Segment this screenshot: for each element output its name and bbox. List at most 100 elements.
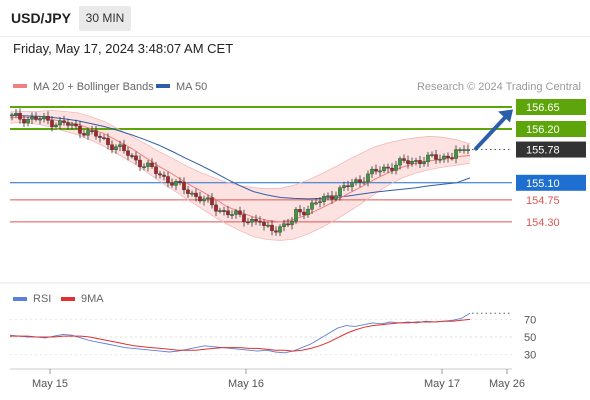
candle-up xyxy=(10,114,14,117)
candle-down xyxy=(110,144,114,150)
candle-up xyxy=(342,185,346,188)
chart-datetime: Friday, May 17, 2024 3:48:07 AM CET xyxy=(13,41,234,56)
rsi-tick-label: 70 xyxy=(524,314,536,326)
candle-up xyxy=(58,120,62,126)
candle-up xyxy=(338,187,342,196)
rsi-layer: 70 50 30 xyxy=(9,312,536,362)
candle-down xyxy=(418,160,422,164)
x-tick-label: May 15 xyxy=(32,378,68,390)
candle-down xyxy=(66,122,70,126)
candle-down xyxy=(246,221,250,224)
projection-arrow xyxy=(474,113,509,151)
candle-up xyxy=(350,182,354,187)
resistance-level-tag xyxy=(516,99,586,115)
candle-up xyxy=(26,118,30,124)
candle-up xyxy=(174,181,178,186)
candle-down xyxy=(358,179,362,183)
candle-down xyxy=(150,162,154,167)
rsi-line xyxy=(9,312,471,354)
candle-down xyxy=(298,209,302,213)
rsi-ma-legend-swatch xyxy=(61,297,75,301)
rsi-legend-label: RSI xyxy=(33,293,51,305)
candle-down xyxy=(450,157,454,160)
candle-down xyxy=(22,118,26,124)
candle-down xyxy=(122,144,126,151)
candle-up xyxy=(362,181,366,184)
candle-down xyxy=(262,222,266,226)
ma20-legend-label: MA 20 + Bollinger Bands xyxy=(33,81,154,93)
candle-up xyxy=(382,166,386,172)
candle-down xyxy=(62,120,66,123)
candle-up xyxy=(398,158,402,166)
candle-up xyxy=(30,116,34,120)
candle-up xyxy=(218,210,222,212)
candle-down xyxy=(286,223,290,226)
candle-up xyxy=(114,146,118,150)
credit-label: Research © 2024 Trading Central xyxy=(417,81,581,93)
candle-down xyxy=(126,150,130,156)
ma50-legend-label: MA 50 xyxy=(176,81,207,93)
ma50-legend-swatch xyxy=(156,84,170,88)
legend-rsi: RSI 9MA xyxy=(13,293,104,305)
legend-main: MA 20 + Bollinger Bands MA 50 Research ©… xyxy=(13,81,581,93)
candle-up xyxy=(190,192,194,195)
candle-down xyxy=(182,181,186,191)
candle-down xyxy=(166,176,170,183)
candle-down xyxy=(186,189,190,194)
current-level-tag xyxy=(516,141,586,158)
candle-up xyxy=(326,195,330,198)
candle-up xyxy=(462,149,466,151)
ma20-legend-swatch xyxy=(13,84,27,88)
candle-down xyxy=(330,195,334,200)
candle-down xyxy=(18,112,22,120)
candle-up xyxy=(118,144,122,147)
candle-down xyxy=(94,130,98,137)
candle-up xyxy=(314,202,318,205)
candle-up xyxy=(202,198,206,202)
candle-down xyxy=(178,181,182,183)
candle-down xyxy=(274,230,278,233)
candle-up xyxy=(70,123,74,126)
projection-arrow-head xyxy=(498,109,513,123)
candle-up xyxy=(334,195,338,200)
support-level-label: 154.75 xyxy=(526,195,560,207)
candle-up xyxy=(414,160,418,162)
candle-up xyxy=(422,161,426,164)
candle-up xyxy=(442,155,446,160)
candle-down xyxy=(98,135,102,138)
candle-down xyxy=(374,168,378,172)
candle-up xyxy=(438,158,442,161)
candle-down xyxy=(258,220,262,223)
candle-up xyxy=(410,161,414,164)
candle-up xyxy=(142,166,146,168)
candle-up xyxy=(230,214,234,216)
candle-up xyxy=(378,170,382,173)
candle-up xyxy=(294,209,298,222)
candle-down xyxy=(214,204,218,212)
candle-down xyxy=(242,214,246,222)
candle-down xyxy=(138,159,142,168)
rsi-ma-legend-label: 9MA xyxy=(81,293,104,305)
bollinger-layer xyxy=(10,110,470,241)
candle-up xyxy=(250,219,254,223)
candle-down xyxy=(434,154,438,160)
x-tick-label: May 26 xyxy=(489,378,525,390)
timeframe-button[interactable]: 30 MIN xyxy=(79,6,131,31)
candle-down xyxy=(446,155,450,158)
ma-layer xyxy=(9,109,471,241)
candle-up xyxy=(458,149,462,151)
rsi-tick-label: 50 xyxy=(524,332,536,344)
candle-up xyxy=(430,154,434,156)
candle-down xyxy=(106,137,110,145)
candle-down xyxy=(390,167,394,171)
candle-down xyxy=(346,185,350,187)
support-level-label: 154.30 xyxy=(526,217,560,229)
current-level-label: 155.78 xyxy=(526,145,560,157)
pivot-level-label: 155.10 xyxy=(526,178,560,190)
symbol-title: USD/JPY xyxy=(11,10,71,26)
rsi-ma-line xyxy=(10,318,471,352)
candle-up xyxy=(306,208,310,216)
candle-up xyxy=(310,202,314,210)
candle-up xyxy=(42,116,46,120)
